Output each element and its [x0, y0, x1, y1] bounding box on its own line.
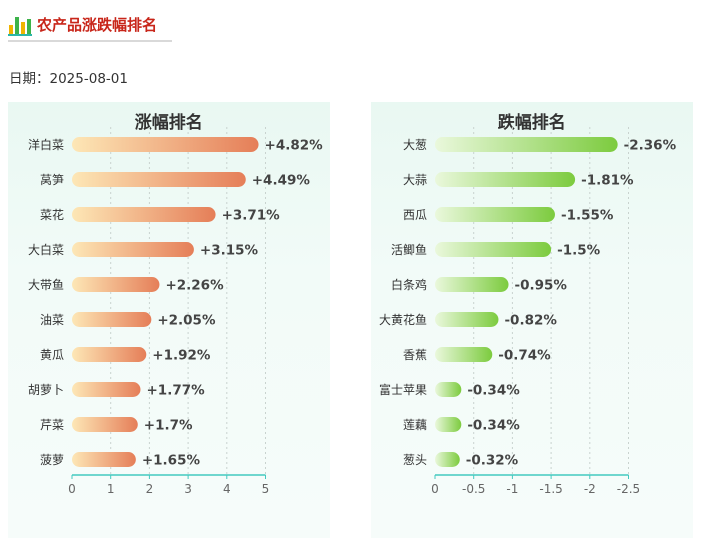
gain-ranking-chart: 涨幅排名 0 1 2 3 4 5 洋白菜 +4.82% 莴笋 +4.49% 菜花 +3.71% 大白菜 +3… [28, 112, 324, 496]
gain-x-tick-label: 1 [107, 482, 115, 496]
gain-bar [72, 417, 138, 432]
gain-category-label: 大带鱼 [28, 278, 64, 292]
gain-x-tick-label: 0 [68, 482, 76, 496]
loss-value-label: -0.34% [467, 418, 520, 434]
loss-category-label: 莲藕 [403, 418, 427, 432]
date-label: 日期： [9, 71, 50, 87]
gain-value-label: +3.71% [222, 208, 281, 224]
gain-value-label: +2.26% [165, 278, 224, 294]
gain-category-label: 莴笋 [40, 172, 64, 187]
loss-bar [435, 242, 552, 257]
gain-bar [72, 137, 259, 152]
loss-x-tick-label: -1 [506, 482, 518, 496]
gain-x-tick-label: 5 [262, 482, 270, 496]
loss-value-label: -0.74% [498, 348, 551, 364]
loss-bar [435, 137, 618, 152]
loss-bar [435, 452, 460, 467]
loss-bar [435, 417, 462, 432]
loss-bar [435, 172, 576, 187]
loss-x-tick-label: -1.5 [539, 482, 562, 496]
gain-x-tick-label: 3 [184, 482, 192, 496]
gain-bar [72, 242, 194, 257]
gain-category-label: 油菜 [40, 313, 64, 327]
loss-category-label: 葱头 [403, 453, 427, 467]
page-header: 农产品涨跌幅排名 [8, 8, 174, 44]
page-title: 农产品涨跌幅排名 [37, 16, 158, 34]
loss-category-label: 活鲫鱼 [391, 243, 427, 257]
loss-category-label: 西瓜 [403, 208, 427, 222]
loss-ranking-chart: 跌幅排名 0 -0.5 -1 -1.5 -2 -2.5 大葱 -2.36% 大蒜 -1.81% 西瓜 -… [379, 112, 677, 496]
gain-category-label: 芹菜 [40, 418, 64, 432]
gain-value-label: +2.05% [157, 313, 216, 329]
gain-category-label: 菜花 [40, 207, 64, 222]
gain-bar [72, 207, 216, 222]
loss-bar [435, 312, 499, 327]
loss-value-label: -1.55% [561, 208, 614, 224]
gain-category-label: 胡萝卜 [28, 383, 64, 397]
gain-value-label: +1.92% [152, 348, 211, 364]
gain-bar [72, 382, 141, 397]
loss-x-tick-label: -2 [584, 482, 596, 496]
loss-value-label: -0.34% [467, 383, 520, 399]
gain-x-tick-label: 2 [146, 482, 154, 496]
gain-value-label: +4.49% [252, 173, 311, 189]
loss-category-label: 大黄花鱼 [379, 312, 427, 327]
loss-chart-panel: 跌幅排名 0 -0.5 -1 -1.5 -2 -2.5 大葱 -2.36% 大蒜 -1.81% 西瓜 -… [371, 102, 693, 538]
gain-bar [72, 347, 147, 362]
gain-value-label: +1.77% [146, 383, 205, 399]
gain-category-label: 洋白菜 [28, 137, 64, 152]
loss-bar [435, 347, 493, 362]
gain-bar [72, 172, 246, 187]
loss-x-tick-label: -2.5 [617, 482, 640, 496]
gain-value-label: +1.65% [142, 453, 201, 469]
gain-bar [72, 312, 152, 327]
gain-value-label: +3.15% [200, 243, 259, 259]
loss-bar [435, 277, 509, 292]
title-underline [8, 40, 172, 42]
loss-category-label: 富士苹果 [379, 382, 427, 397]
loss-category-label: 香蕉 [403, 348, 427, 362]
loss-category-label: 大蒜 [403, 173, 427, 187]
date-row: 日期：2025-08-01 [9, 67, 128, 87]
loss-value-label: -1.5% [557, 243, 601, 259]
gain-value-label: +1.7% [144, 418, 193, 434]
loss-value-label: -0.82% [504, 313, 557, 329]
gain-bar [72, 452, 136, 467]
loss-category-label: 大葱 [403, 138, 427, 152]
loss-value-label: -0.32% [466, 453, 519, 469]
loss-x-tick-label: -0.5 [462, 482, 485, 496]
loss-bar [435, 382, 462, 397]
loss-value-label: -1.81% [581, 173, 634, 189]
loss-category-label: 白条鸡 [391, 277, 427, 292]
loss-x-tick-label: 0 [431, 482, 439, 496]
bar-chart-icon [8, 17, 32, 36]
date-value: 2025-08-01 [49, 71, 128, 87]
loss-bar [435, 207, 555, 222]
loss-value-label: -0.95% [515, 278, 568, 294]
loss-value-label: -2.36% [624, 138, 677, 154]
gain-chart-title: 涨幅排名 [135, 112, 203, 133]
gain-chart-panel: 涨幅排名 0 1 2 3 4 5 洋白菜 +4.82% 莴笋 +4.49% 菜花 +3.71% 大白菜 +3… [8, 102, 330, 538]
gain-category-label: 黄瓜 [40, 348, 64, 362]
gain-bar [72, 277, 160, 292]
gain-x-tick-label: 4 [223, 482, 231, 496]
gain-category-label: 大白菜 [28, 242, 64, 257]
gain-value-label: +4.82% [265, 138, 324, 154]
loss-chart-title: 跌幅排名 [498, 112, 566, 133]
gain-category-label: 菠萝 [40, 453, 64, 467]
